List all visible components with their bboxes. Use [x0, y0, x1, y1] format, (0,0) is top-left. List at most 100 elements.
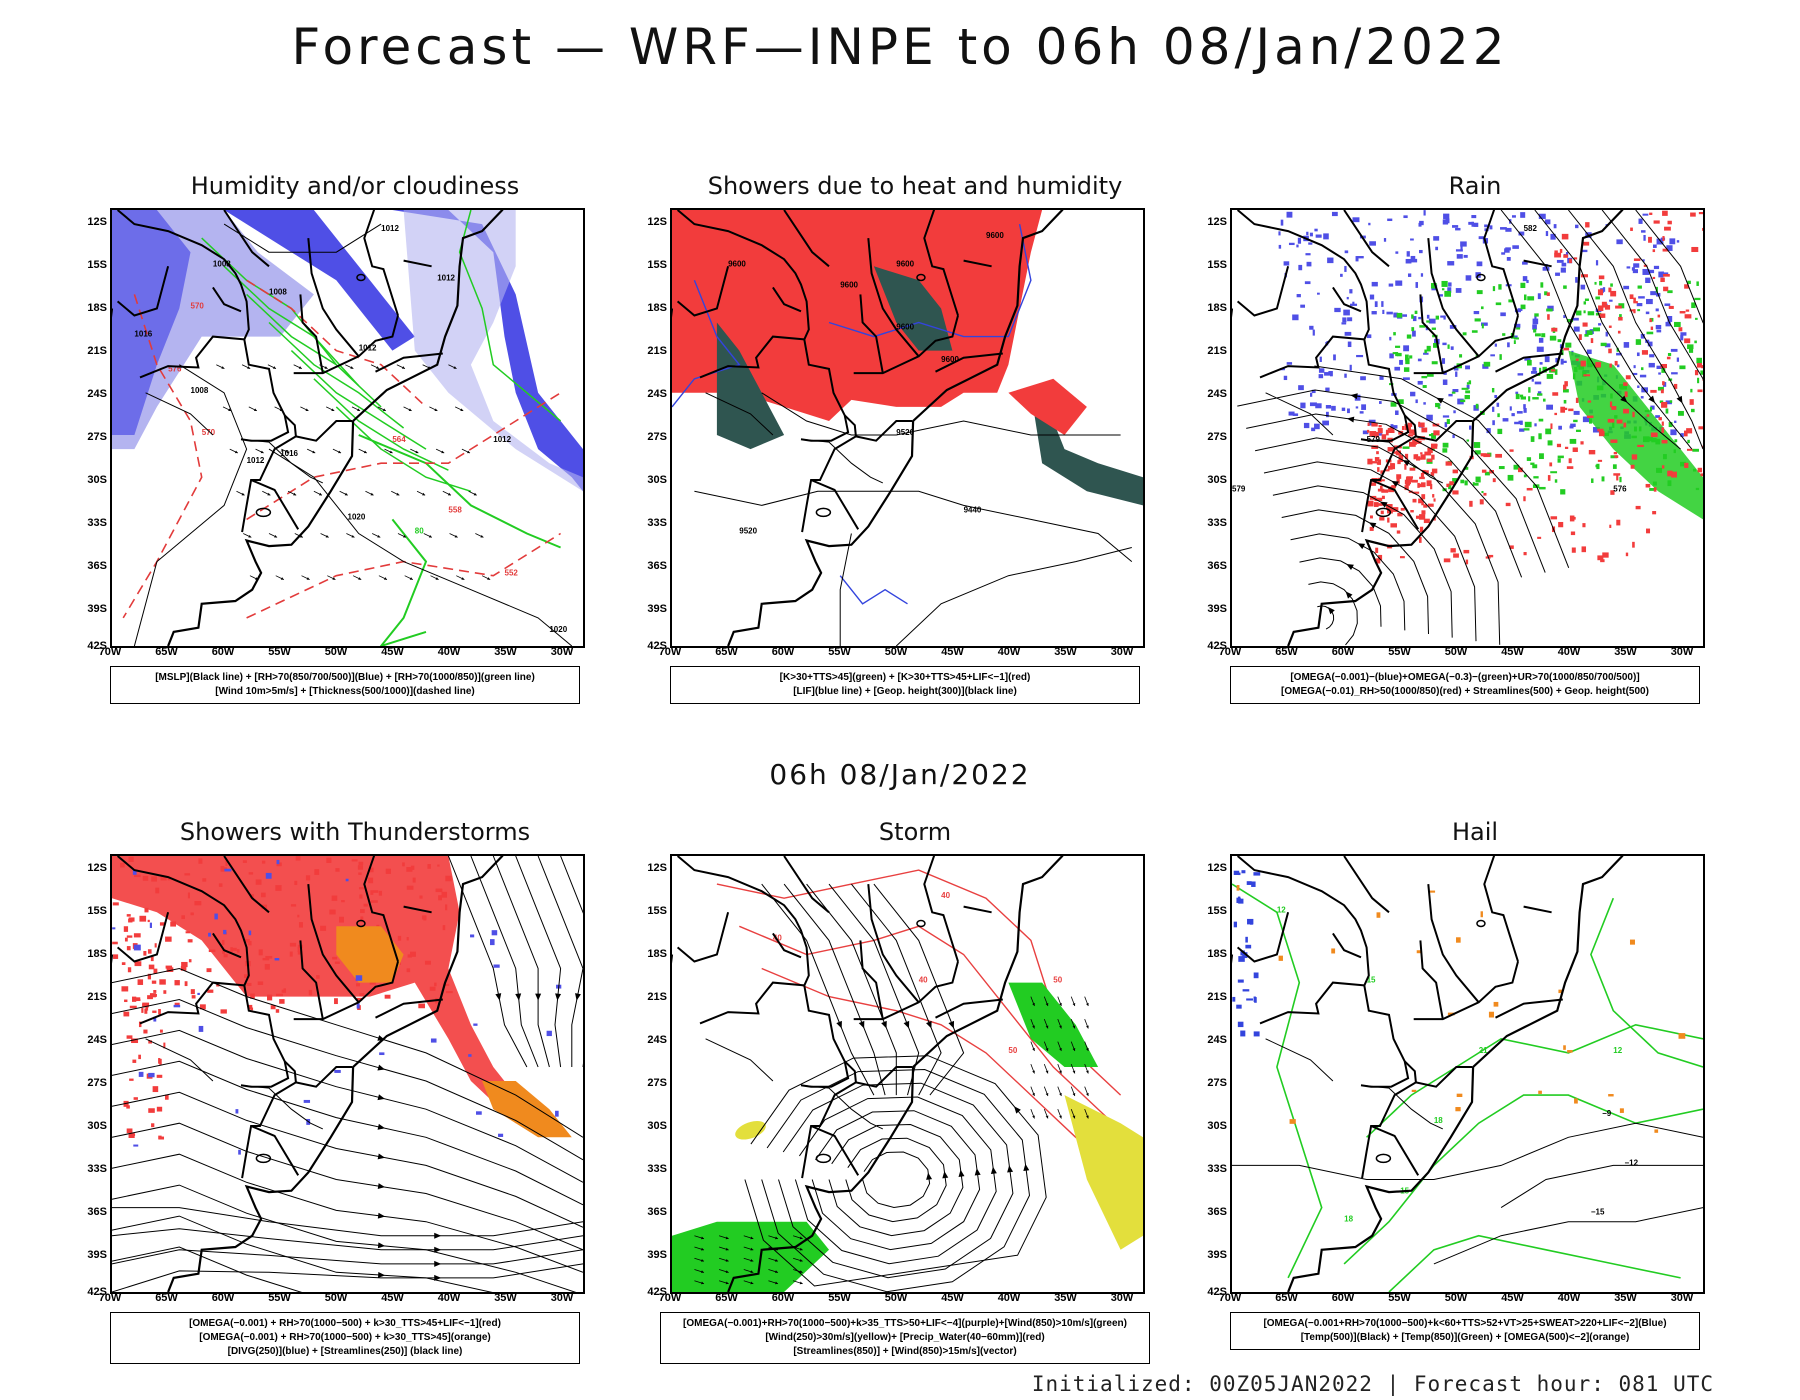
wind-vector-head — [447, 492, 451, 496]
omega-blue-speckle — [1349, 364, 1352, 371]
omega-red-speckle — [1420, 472, 1424, 478]
omega-blue-speckle — [1331, 211, 1338, 217]
lon-tick-label: 45W — [941, 1292, 964, 1304]
divg-blue-speckle — [133, 1144, 139, 1147]
omega-green-speckle — [1491, 387, 1495, 393]
lat-tick-label: 15S — [87, 905, 107, 917]
streamline-850 — [811, 1110, 981, 1251]
omega-red-speckle — [1377, 459, 1382, 465]
hail-blue-speckle — [1253, 872, 1261, 876]
omega-red-speckle — [1431, 454, 1435, 460]
omega-500-orange-dot — [1331, 948, 1336, 954]
wind-vector-head — [1045, 1002, 1049, 1006]
thunderstorm-red-speckle — [144, 907, 149, 913]
streamline-arrow — [903, 1020, 910, 1029]
wind-vector-head — [408, 408, 412, 411]
omega-blue-speckle — [1538, 337, 1544, 343]
thunderstorm-red-speckle — [123, 1011, 130, 1017]
wind-vector-head — [325, 534, 329, 538]
streamline-arrow — [881, 1020, 887, 1029]
legend-line: [OMEGA(−0.001+RH>70(1000−500)+k<60+TTS>5… — [1263, 1318, 1667, 1329]
omega-red-speckle — [1610, 439, 1618, 443]
streamline-arrow — [990, 1166, 997, 1174]
omega-blue-speckle — [1456, 254, 1463, 259]
rh-1000-850-green-line — [290, 350, 427, 450]
omega-red-speckle — [1549, 462, 1553, 467]
geop-height-300-line — [761, 392, 1121, 436]
omega-green-speckle — [1498, 284, 1502, 290]
lon-tick-label: 35W — [494, 1292, 517, 1304]
wind-vector-head — [377, 534, 381, 538]
omega-green-speckle — [1468, 380, 1472, 385]
thunderstorm-red-speckle — [275, 885, 282, 891]
divg-blue-speckle — [470, 934, 475, 938]
legend-line: [OMEGA(−0.001)+RH>70(1000−500)+k>35_TTS>… — [683, 1318, 1127, 1329]
wind-vector-head — [1045, 1093, 1049, 1096]
wind-vector-head — [750, 1236, 754, 1240]
wind-vector-head — [1045, 1047, 1049, 1051]
omega-blue-speckle — [1640, 333, 1645, 339]
omega-red-speckle — [1662, 381, 1665, 386]
thunderstorm-red-speckle — [164, 1094, 169, 1100]
contour-label: 1016 — [134, 330, 152, 339]
lat-tick-label: 42S — [87, 640, 107, 652]
contour-label: 564 — [392, 435, 406, 444]
rh-850-700-500-blue-area — [112, 210, 191, 435]
thunderstorm-red-speckle — [156, 1106, 163, 1112]
omega-red-speckle — [1465, 559, 1469, 565]
omega-green-speckle — [1687, 439, 1690, 444]
thunderstorm-red-speckle — [332, 956, 338, 960]
omega-blue-speckle — [1292, 413, 1299, 416]
omega-blue-speckle — [1534, 423, 1537, 427]
thunderstorm-red-speckle — [265, 955, 273, 959]
panel-title: Humidity and/or cloudiness — [190, 172, 520, 200]
omega-green-speckle — [1619, 476, 1622, 483]
omega-500-orange-dot — [1447, 1012, 1455, 1016]
wind-vector-head — [799, 1270, 803, 1274]
lat-tick-label: 42S — [647, 640, 667, 652]
lon-tick-label: 55W — [268, 646, 291, 658]
divg-blue-speckle — [132, 869, 137, 875]
lat-tick-label: 18S — [1207, 302, 1227, 314]
omega-green-speckle — [1441, 288, 1445, 291]
contour-label: 9600 — [840, 280, 858, 289]
omega-blue-speckle — [1661, 271, 1664, 276]
omega-red-speckle — [1398, 455, 1404, 460]
omega-red-speckle — [1633, 309, 1636, 314]
omega-red-speckle — [1378, 503, 1383, 506]
omega-red-speckle — [1405, 483, 1411, 486]
wind-vector-head — [1032, 1002, 1035, 1006]
omega-green-speckle — [1492, 286, 1496, 292]
streamline — [112, 1122, 583, 1251]
omega-blue-speckle — [1645, 311, 1650, 315]
thunderstorm-red-speckle — [199, 1004, 206, 1010]
omega-red-speckle — [1610, 290, 1617, 297]
thunderstorm-red-speckle — [121, 986, 129, 992]
omega-red-speckle — [1587, 400, 1592, 403]
streamline-arrow — [575, 993, 581, 1001]
lon-tick-label: 55W — [828, 646, 851, 658]
omega-blue-speckle — [1640, 396, 1644, 399]
omega-red-speckle — [1652, 249, 1656, 253]
omega-green-speckle — [1546, 373, 1554, 379]
omega-green-speckle — [1547, 440, 1553, 446]
omega-blue-speckle — [1412, 316, 1417, 322]
geop-height-300-line — [694, 490, 1133, 562]
rh-850-700-500-blue-area — [224, 210, 415, 351]
omega-green-speckle — [1586, 330, 1593, 335]
omega-red-speckle — [1378, 425, 1382, 428]
omega-blue-speckle — [1504, 248, 1510, 253]
omega-blue-speckle — [1402, 314, 1408, 317]
lon-tick-label: 70W — [98, 646, 122, 658]
wind-vector-head — [750, 1247, 754, 1251]
thunderstorm-red-speckle — [242, 860, 247, 863]
omega-red-speckle — [1661, 421, 1664, 426]
wind-vector-head — [1072, 1047, 1076, 1051]
omega-red-speckle — [1371, 422, 1378, 427]
omega-red-speckle — [1614, 455, 1619, 458]
thunderstorm-red-speckle — [144, 1008, 148, 1014]
omega-blue-speckle — [1428, 318, 1436, 324]
map-area: 9600 9600 9600 9600 9600 9520 9440 9520 9600 — [670, 208, 1145, 648]
hail-blue-speckle — [1233, 921, 1238, 928]
streamline-arrow — [836, 1020, 842, 1029]
